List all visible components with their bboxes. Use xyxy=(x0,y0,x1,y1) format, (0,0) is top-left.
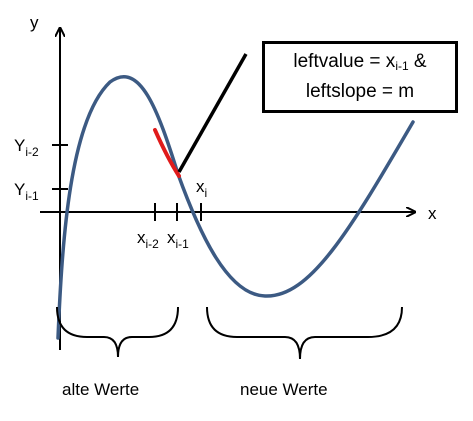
caption-neue-werte: neue Werte xyxy=(240,380,328,399)
x-axis-label: x xyxy=(428,204,437,223)
callout-line-1: leftvalue = xi-1 & xyxy=(293,51,427,73)
y-axis-label: y xyxy=(30,13,39,32)
brace-left xyxy=(56,306,179,358)
y-tick-label-i-1: Yi-1 xyxy=(14,180,39,203)
callout-pointer xyxy=(177,53,248,173)
function-curve xyxy=(56,75,415,340)
y-tick-label-i-2: Yi-2 xyxy=(14,136,39,159)
x-tick-label-i-2: xi-2 xyxy=(137,228,159,251)
x-tick-label-i-1: xi-1 xyxy=(167,228,189,251)
callout-box: leftvalue = xi-1 & leftslope = m xyxy=(262,41,458,113)
highlight-segment xyxy=(153,128,181,178)
brace-right xyxy=(206,306,403,360)
callout-line-2: leftslope = m xyxy=(305,81,415,102)
x-tick-label-i: xi xyxy=(196,177,207,200)
caption-alte-werte: alte Werte xyxy=(62,380,140,399)
